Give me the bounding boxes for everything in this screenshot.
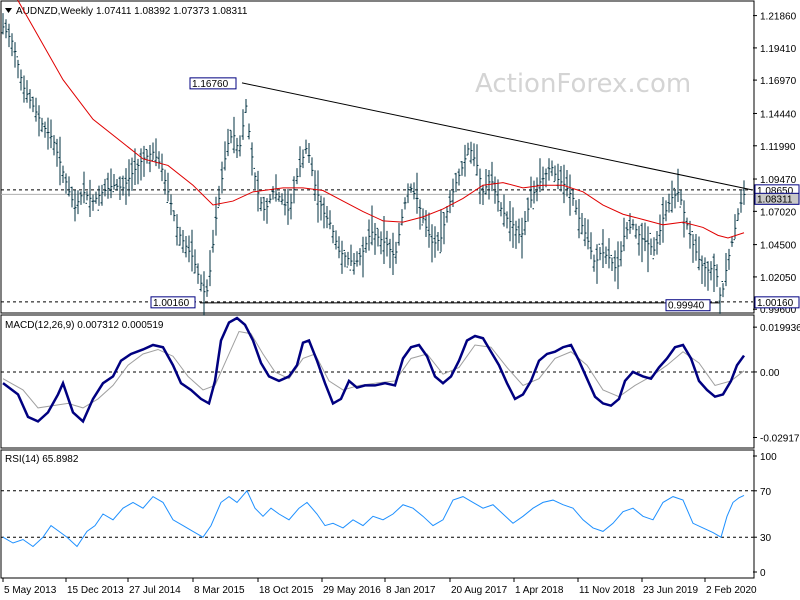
rsi-tick-label: 70 bbox=[760, 487, 772, 498]
x-tick-label: 27 Jul 2014 bbox=[129, 585, 181, 596]
price-annotation-box bbox=[665, 299, 711, 312]
price-annotation-label: 1.08650 bbox=[757, 186, 794, 197]
price-tick-label: 1.21860 bbox=[760, 12, 797, 23]
price-reference-lines bbox=[1, 189, 753, 304]
price-annotation-box bbox=[150, 296, 196, 309]
macd-main-line bbox=[2, 316, 746, 424]
price-annotation-label: 1.00160 bbox=[757, 298, 794, 309]
x-tick-label: 23 Jun 2019 bbox=[643, 585, 698, 596]
macd-panel-title: MACD(12,26,9) 0.007312 0.000519 bbox=[5, 320, 164, 331]
price-tick-label: 1.11990 bbox=[760, 142, 796, 153]
price-tick-label: 1.16970 bbox=[760, 76, 797, 87]
price-annotation-label: 1.08311 bbox=[757, 194, 793, 205]
rsi-tick-label: 0 bbox=[760, 568, 766, 579]
macd-tick-label: 0.00 bbox=[760, 368, 780, 379]
price-tick-label: 1.04500 bbox=[760, 241, 797, 252]
price-tick-label: 1.07020 bbox=[760, 207, 797, 218]
price-tick-label: 1.14440 bbox=[760, 109, 797, 120]
x-axis-labels: 5 May 2013 15 Dec 2013 27 Jul 2014 8 Mar 20… bbox=[2, 578, 757, 596]
price-tick-label: 1.19410 bbox=[760, 44, 797, 55]
price-panel-title: AUDNZD,Weekly bbox=[16, 6, 93, 17]
macd-tick-label: 0.019936 bbox=[760, 323, 800, 334]
x-tick-label: 11 Nov 2018 bbox=[579, 585, 635, 596]
x-tick-label: 20 Aug 2017 bbox=[451, 585, 508, 596]
rsi-axis-ticks: 100 70 30 0 bbox=[1, 452, 777, 579]
price-candles bbox=[1, 13, 746, 316]
rsi-panel-title: RSI(14) 65.8982 bbox=[5, 454, 79, 465]
x-tick-label: 18 Oct 2015 bbox=[259, 585, 314, 596]
price-annotation-label: 1.00160 bbox=[153, 298, 190, 309]
rsi-line bbox=[2, 489, 745, 548]
x-tick-label: 8 Mar 2015 bbox=[194, 585, 245, 596]
x-tick-label: 29 May 2016 bbox=[323, 585, 381, 596]
price-annotation-box bbox=[754, 192, 800, 205]
x-tick-label: 2 Feb 2020 bbox=[706, 585, 757, 596]
rsi-tick-label: 30 bbox=[760, 533, 772, 544]
price-annotation-box bbox=[754, 296, 800, 309]
price-axis-ticks: 1.21860 1.19410 1.16970 1.14440 1.11990 1.094… bbox=[753, 12, 797, 316]
rsi-tick-label: 100 bbox=[760, 452, 777, 463]
price-ohlc-readout: 1.07411 1.08392 1.07373 1.08311 bbox=[96, 6, 248, 17]
x-tick-label: 15 Dec 2013 bbox=[67, 585, 124, 596]
price-annotation-label: 0.99940 bbox=[668, 301, 705, 312]
collapse-triangle-icon[interactable] bbox=[5, 8, 12, 13]
x-tick-label: 1 Apr 2018 bbox=[515, 585, 564, 596]
price-panel-frame bbox=[0, 0, 755, 314]
moving-average-line bbox=[17, 0, 745, 239]
x-tick-label: 8 Jan 2017 bbox=[386, 585, 436, 596]
price-annotation-box bbox=[189, 77, 237, 90]
x-tick-label: 5 May 2013 bbox=[4, 585, 57, 596]
price-tick-label: 0.99600 bbox=[760, 305, 797, 316]
price-tick-label: 1.02050 bbox=[760, 273, 797, 284]
trend-line bbox=[241, 82, 753, 191]
rsi-panel-frame bbox=[0, 449, 755, 579]
price-tick-label: 1.09470 bbox=[760, 175, 797, 186]
watermark-text: ActionForex.com bbox=[475, 69, 691, 99]
price-annotation-label: 1.16760 bbox=[192, 79, 229, 90]
macd-signal-line bbox=[2, 330, 745, 409]
macd-panel-frame bbox=[0, 314, 755, 449]
